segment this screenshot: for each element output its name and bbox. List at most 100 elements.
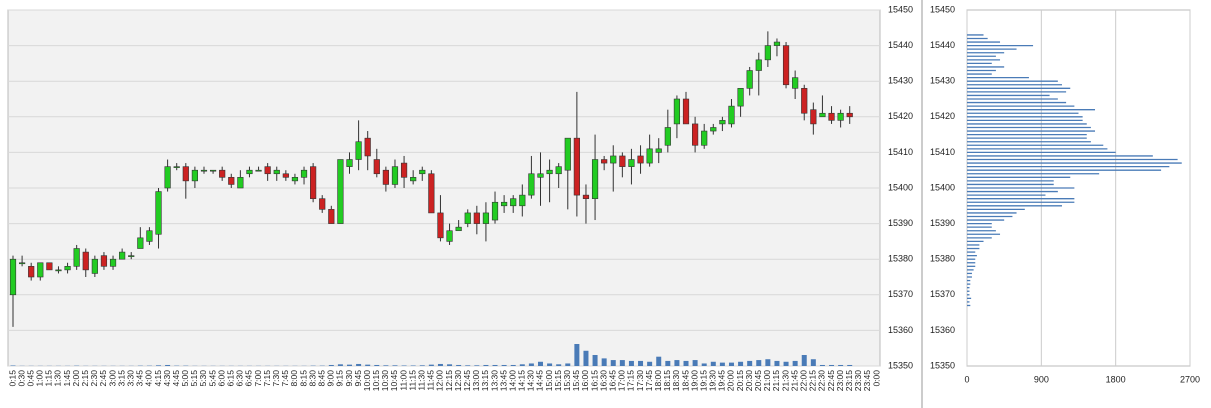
profile-y-tick-label: 15410 xyxy=(930,147,955,157)
volume-bar xyxy=(419,365,425,366)
x-tick-label: 11:45 xyxy=(426,370,436,391)
x-tick-label: 16:30 xyxy=(598,370,608,392)
volume-bar xyxy=(710,361,716,366)
x-tick-label: 20:00 xyxy=(726,370,736,392)
candle-body xyxy=(664,127,671,146)
candle-body xyxy=(482,212,490,224)
y-tick-label: 15380 xyxy=(888,254,913,264)
candle-body xyxy=(591,159,599,199)
volume-bar xyxy=(556,364,562,366)
x-tick-label: 21:15 xyxy=(771,370,781,392)
x-tick-label: 17:30 xyxy=(635,370,645,392)
x-tick-label: 3:45 xyxy=(135,370,145,387)
volume-bar xyxy=(647,361,653,366)
candle-body xyxy=(491,201,499,221)
x-tick-label: 2:30 xyxy=(89,370,99,387)
candle-body xyxy=(782,45,790,86)
x-tick-label: 4:30 xyxy=(162,370,172,387)
volume-bar xyxy=(674,360,680,366)
volume-bar xyxy=(528,363,534,366)
x-tick-label: 15:45 xyxy=(571,370,581,392)
candle-body xyxy=(673,98,681,125)
x-tick-label: 4:15 xyxy=(153,370,163,387)
volume-bar xyxy=(365,364,371,366)
profile-y-tick-label: 15380 xyxy=(930,254,955,264)
volume-bar xyxy=(410,365,416,366)
x-tick-label: 14:15 xyxy=(517,370,527,392)
candle-body xyxy=(546,169,553,175)
x-tick-label: 6:30 xyxy=(235,370,245,387)
x-tick-label: 9:15 xyxy=(335,370,345,387)
candle-body xyxy=(364,137,371,157)
x-tick-label: 7:45 xyxy=(280,370,290,387)
volume-bar xyxy=(483,364,489,366)
candle-body xyxy=(501,201,508,207)
candle-body xyxy=(473,212,480,224)
x-tick-label: 1:30 xyxy=(53,370,63,387)
x-tick-label: 3:30 xyxy=(125,370,135,387)
x-tick-label: 23:15 xyxy=(844,370,854,392)
x-tick-label: 19:15 xyxy=(698,370,708,392)
candle-body xyxy=(310,166,317,199)
x-tick-label: 10:00 xyxy=(362,370,372,392)
volume-bar xyxy=(792,360,798,366)
volume-bar xyxy=(474,365,480,366)
x-tick-label: 13:15 xyxy=(480,370,490,392)
volume-bar xyxy=(728,362,734,366)
x-tick-label: 22:45 xyxy=(826,370,836,392)
volume-bar xyxy=(156,365,162,366)
candle-body xyxy=(573,137,580,196)
candle-body xyxy=(692,123,699,146)
volume-bar xyxy=(565,363,571,366)
volume-bar xyxy=(601,358,607,366)
candle-body xyxy=(109,258,117,267)
candle-body xyxy=(164,166,171,189)
volume-bar xyxy=(738,361,744,366)
x-tick-label: 7:15 xyxy=(262,370,272,387)
candle-body xyxy=(428,173,435,214)
x-tick-label: 18:45 xyxy=(680,370,690,392)
y-tick-label: 15440 xyxy=(888,40,913,50)
volume-bar xyxy=(165,364,171,366)
x-tick-label: 12:15 xyxy=(444,370,454,392)
candle-body xyxy=(200,169,208,172)
candle-body xyxy=(637,155,644,164)
volume-bar xyxy=(692,360,698,366)
candle-body xyxy=(18,262,26,265)
candle-body xyxy=(819,112,826,118)
profile-y-tick-label: 15370 xyxy=(930,289,955,299)
candle-body xyxy=(810,109,817,125)
volume-bar xyxy=(456,364,462,366)
x-tick-label: 18:00 xyxy=(653,370,663,392)
x-tick-label: 2:00 xyxy=(71,370,81,387)
x-tick-label: 8:00 xyxy=(289,370,299,387)
x-tick-label: 8:45 xyxy=(316,370,326,387)
x-tick-label: 14:00 xyxy=(507,370,517,392)
x-tick-label: 4:00 xyxy=(144,370,154,387)
volume-bar xyxy=(492,364,498,366)
x-tick-label: 13:00 xyxy=(471,370,481,392)
x-tick-label: 19:45 xyxy=(717,370,727,392)
candle-body xyxy=(264,166,271,175)
x-tick-label: 10:45 xyxy=(389,370,399,392)
x-tick-label: 7:30 xyxy=(271,370,281,387)
volume-bar xyxy=(428,364,434,366)
y-tick-label: 15390 xyxy=(888,218,913,228)
volume-bar xyxy=(547,363,553,366)
x-tick-label: 6:00 xyxy=(216,370,226,387)
volume-bar xyxy=(628,360,634,366)
candle-body xyxy=(746,70,753,89)
volume-bar xyxy=(756,360,762,366)
volume-bar xyxy=(356,363,362,366)
candle-body xyxy=(682,98,690,125)
volume-bar xyxy=(847,364,853,366)
candle-body xyxy=(828,112,835,121)
candle-body xyxy=(628,159,635,167)
y-tick-label: 15370 xyxy=(888,289,913,299)
candle-body xyxy=(773,41,781,46)
candle-body xyxy=(755,59,762,71)
candle-body xyxy=(410,177,417,182)
x-tick-label: 4:45 xyxy=(171,370,181,387)
x-tick-label: 12:00 xyxy=(435,370,445,392)
